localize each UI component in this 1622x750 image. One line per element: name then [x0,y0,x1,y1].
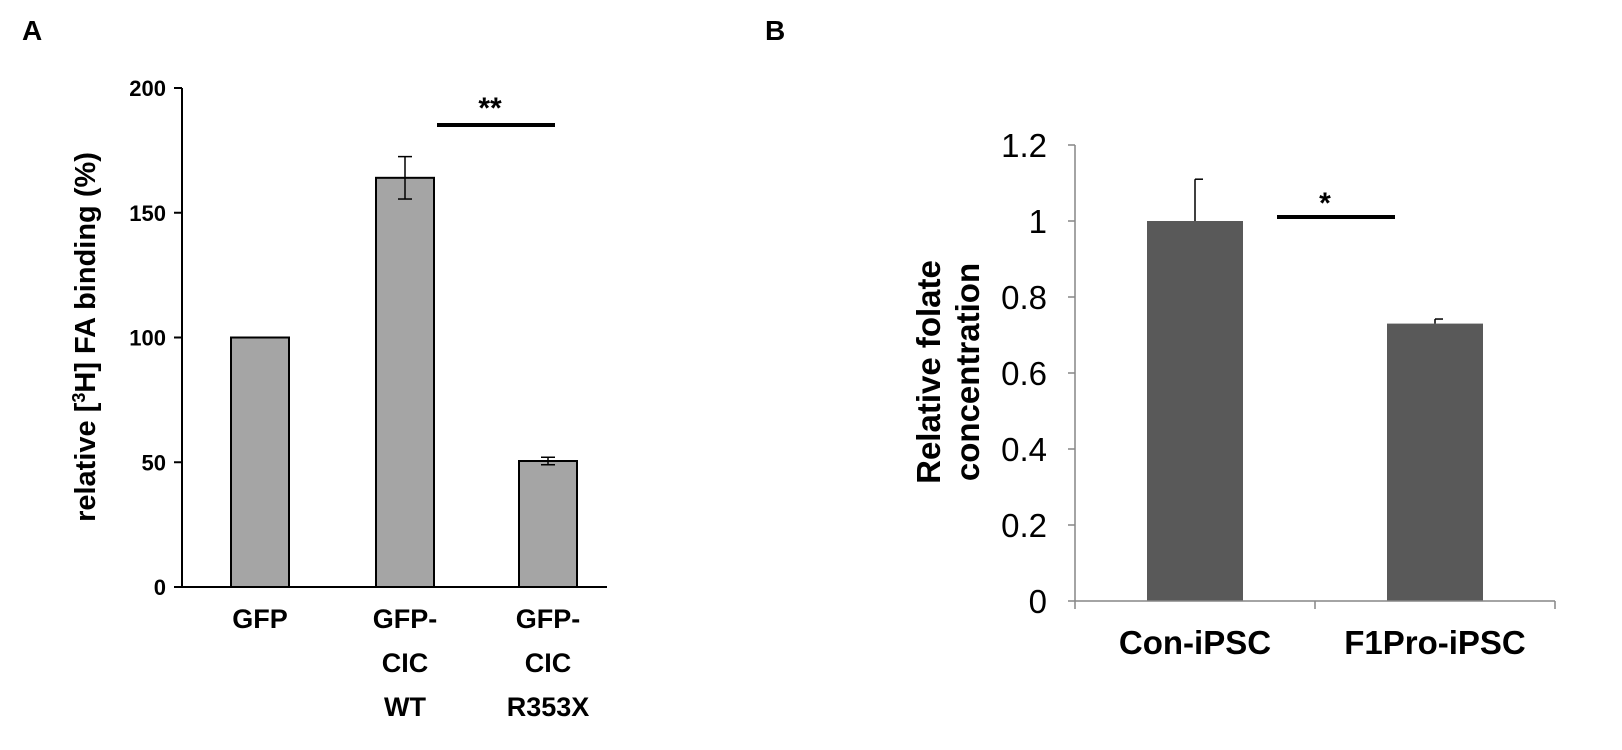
error-bar [398,155,412,200]
x-tick-label: GFP [232,604,288,634]
y-tick-label: 0.4 [1001,431,1047,468]
error-bar [1434,318,1443,324]
significance-label: * [1319,187,1331,220]
y-tick-label: 0.6 [1001,355,1047,392]
bar [1147,221,1243,601]
x-tick-label: F1Pro-iPSC [1344,624,1526,661]
y-tick-label: 50 [142,450,166,475]
y-tick-label: 0.8 [1001,279,1047,316]
panel-label-a: A [22,15,42,46]
y-tick-label: 0 [154,575,166,600]
bar [230,336,290,588]
y-axis-label: relative [3H] FA binding (%) [69,152,102,522]
y-tick-label: 1 [1029,203,1047,240]
y-tick-label: 200 [129,76,166,101]
x-tick-label: GFP-CIC R353X [507,604,590,722]
y-tick-label: 100 [129,326,166,351]
error-bar [1194,178,1203,221]
chart-b: 0 0.2 0.4 0.6 0.8 1 1.2 Con-iPSC F1Pro-iPSC Relat… [910,127,1556,661]
bar [1387,323,1483,601]
bar [375,176,435,588]
y-tick-label: 150 [129,201,166,226]
y-tick-label: 0 [1029,583,1047,620]
y-tick-label: 0.2 [1001,507,1047,544]
significance-label: ** [478,92,502,125]
panel-label-b: B [765,15,785,46]
bar [518,460,578,588]
y-tick-label: 1.2 [1001,127,1047,164]
x-tick-label: Con-iPSC [1119,624,1271,661]
error-bar [541,456,555,466]
chart-a: 0 50 100 150 200 GFP GFP-CIC WT GFP-CIC R353X rela… [69,76,607,722]
x-tick-label: GFP-CIC WT [373,604,438,722]
y-axis-label: Relative folateconcentration [910,260,986,484]
